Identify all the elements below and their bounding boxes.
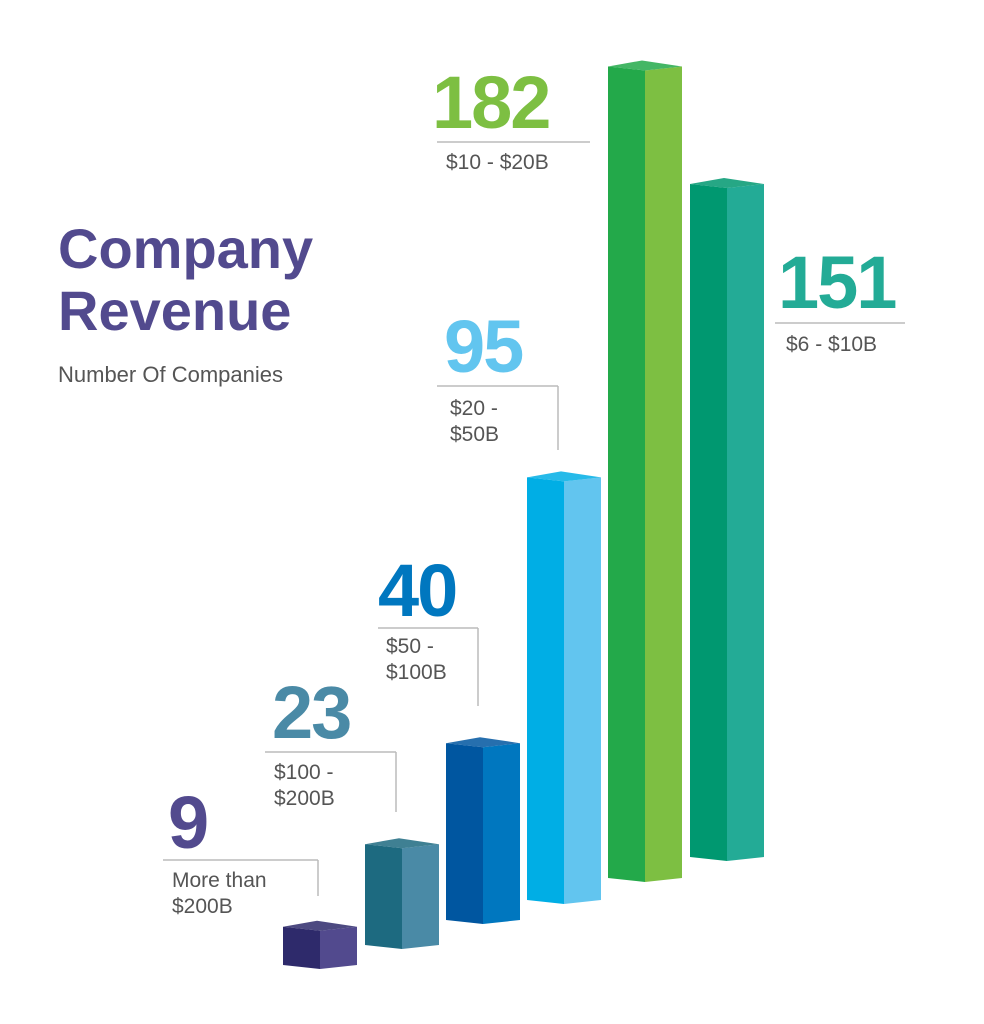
value-label: 9	[168, 781, 209, 864]
category-label: $20 - $50B	[450, 397, 500, 446]
bar-side	[727, 184, 764, 861]
bar	[690, 184, 727, 861]
category-label: $50 - $100B	[386, 635, 447, 684]
value-label: 23	[272, 671, 352, 754]
category-label: $100 - $200B	[274, 761, 335, 810]
bar-side	[320, 926, 357, 969]
value-label: 40	[378, 549, 458, 632]
bar-top	[608, 60, 682, 71]
value-label: 182	[432, 61, 551, 144]
bar-top	[690, 178, 764, 189]
value-label: 151	[778, 241, 897, 324]
category-label: More than $200B	[172, 869, 267, 918]
category-label: $6 - $10B	[786, 333, 878, 356]
bar-side	[483, 743, 520, 924]
bar	[365, 844, 402, 949]
bar-top	[283, 920, 357, 931]
bar-side	[564, 477, 601, 904]
value-label: 95	[444, 305, 524, 388]
bar-top	[446, 737, 520, 748]
bar-top	[365, 838, 439, 849]
chart-title: Company Revenue	[58, 217, 314, 342]
chart-subtitle: Number Of Companies	[58, 362, 283, 387]
bar	[283, 926, 320, 969]
bar-side	[402, 844, 439, 949]
bar	[446, 743, 483, 924]
bar	[527, 477, 564, 904]
bar	[608, 66, 645, 882]
bar-side	[645, 66, 682, 882]
category-label: $10 - $20B	[446, 151, 549, 174]
bar-top	[527, 471, 601, 482]
